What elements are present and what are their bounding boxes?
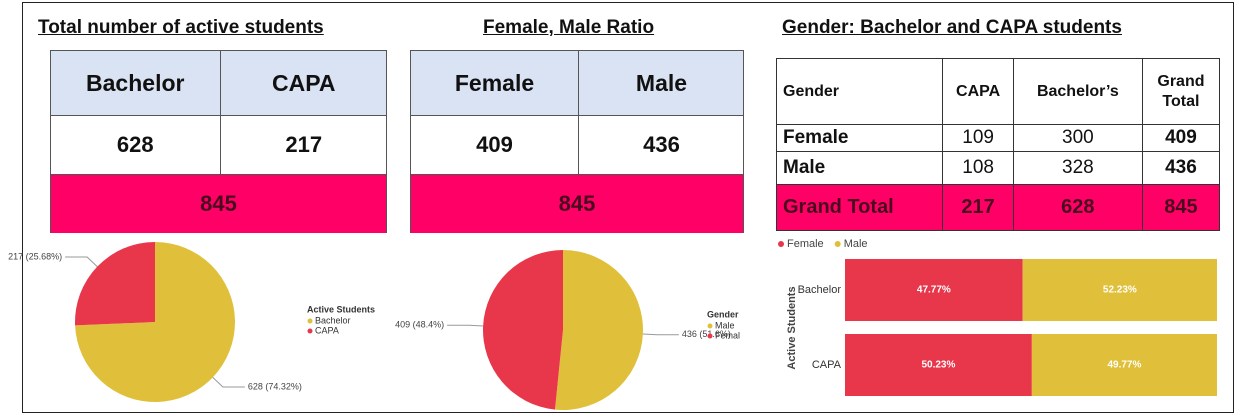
legend-label: Femal — [715, 330, 740, 340]
legend-swatch — [778, 241, 784, 247]
legend-swatch — [707, 333, 713, 339]
frame-border — [22, 2, 1234, 413]
data-label: 436 (51.6%) — [682, 329, 731, 339]
panel-title: Female, Male Ratio — [483, 17, 655, 38]
total-row — [51, 174, 386, 233]
legend-title: Gender — [707, 309, 739, 319]
leader-line — [642, 333, 679, 336]
legend-label: Male — [844, 238, 868, 250]
table-cell: CAPA — [942, 58, 1014, 125]
data-label: 628 (74.32%) — [248, 381, 302, 391]
table-cell: 436 — [1141, 151, 1221, 185]
value-cell: 217 — [285, 132, 323, 157]
leader-line — [65, 256, 98, 268]
leader-line — [447, 324, 484, 327]
total-row — [411, 174, 743, 233]
header-cell: Bachelor — [86, 70, 185, 96]
header-cell: Male — [635, 70, 688, 96]
column-divider — [219, 51, 221, 174]
summary-table: Female 409 Male 436 845 — [410, 50, 744, 233]
legend-title: Active Students — [307, 304, 375, 314]
value-cell: 436 — [643, 132, 680, 157]
table-row: Gender CAPA Bachelor’s Grand Total — [775, 58, 1221, 125]
table-cell: 845 — [1141, 184, 1221, 231]
table-cell: Gender — [775, 58, 944, 125]
legend-swatch — [307, 318, 313, 324]
bar-segment — [1022, 259, 1217, 321]
legend-label: CAPA — [315, 325, 339, 335]
table-row: Grand Total 217 628 845 — [775, 184, 1221, 231]
y-axis-title: Active Students — [786, 286, 798, 369]
header-row — [51, 51, 386, 116]
panel-title: Gender: Bachelor and CAPA students — [782, 17, 1122, 38]
column-divider — [578, 51, 579, 174]
pie-slice — [75, 242, 155, 326]
bar-segment — [845, 334, 1032, 396]
value-cell: 409 — [476, 132, 513, 157]
header-cell: Female — [454, 70, 535, 96]
panel-title: Total number of active students — [38, 17, 324, 38]
pie-slice — [75, 242, 235, 402]
bar-segment — [845, 259, 1023, 321]
table-cell: Female — [775, 124, 944, 152]
data-label: 217 (25.68%) — [8, 251, 62, 261]
pie-slice — [554, 250, 643, 410]
total-cell: 845 — [558, 190, 596, 216]
y-tick-label: Bachelor — [798, 284, 842, 296]
total-cell: 845 — [200, 190, 237, 216]
summary-table: Bachelor 628 CAPA 217 845 — [50, 50, 387, 233]
legend-swatch — [834, 241, 841, 247]
data-label: 49.77% — [1107, 360, 1141, 371]
legend-swatch — [707, 323, 713, 329]
table-cell: Grand Total — [1141, 58, 1221, 125]
table-row: Male 108 328 436 — [775, 151, 1221, 185]
leader-line — [212, 376, 245, 388]
value-cell: 628 — [116, 132, 154, 157]
pie-slice — [483, 250, 563, 410]
table-row: Female 109 300 409 — [775, 124, 1221, 152]
data-label: 52.23% — [1103, 285, 1137, 296]
data-label: 50.23% — [921, 360, 955, 371]
legend-label: Male — [715, 320, 735, 330]
table-cell: 217 — [942, 184, 1014, 231]
table-cell: 328 — [1012, 151, 1143, 185]
table-cell: Grand Total — [775, 184, 944, 231]
header-cell: CAPA — [272, 70, 336, 96]
bar-segment — [1031, 334, 1217, 396]
cross-table: Gender CAPA Bachelor’s Grand Total Female 109… — [775, 58, 1221, 231]
data-label: 47.77% — [917, 285, 951, 296]
header-row — [411, 51, 743, 116]
legend-label: Female — [787, 238, 824, 250]
data-label: 409 (48.4%) — [395, 320, 444, 330]
table-cell: 109 — [942, 124, 1014, 152]
table-cell: 300 — [1012, 124, 1143, 152]
table-cell: Bachelor’s — [1012, 58, 1143, 125]
legend-label: Bachelor — [315, 315, 351, 325]
legend-swatch — [307, 328, 313, 334]
y-tick-label: CAPA — [812, 359, 842, 371]
